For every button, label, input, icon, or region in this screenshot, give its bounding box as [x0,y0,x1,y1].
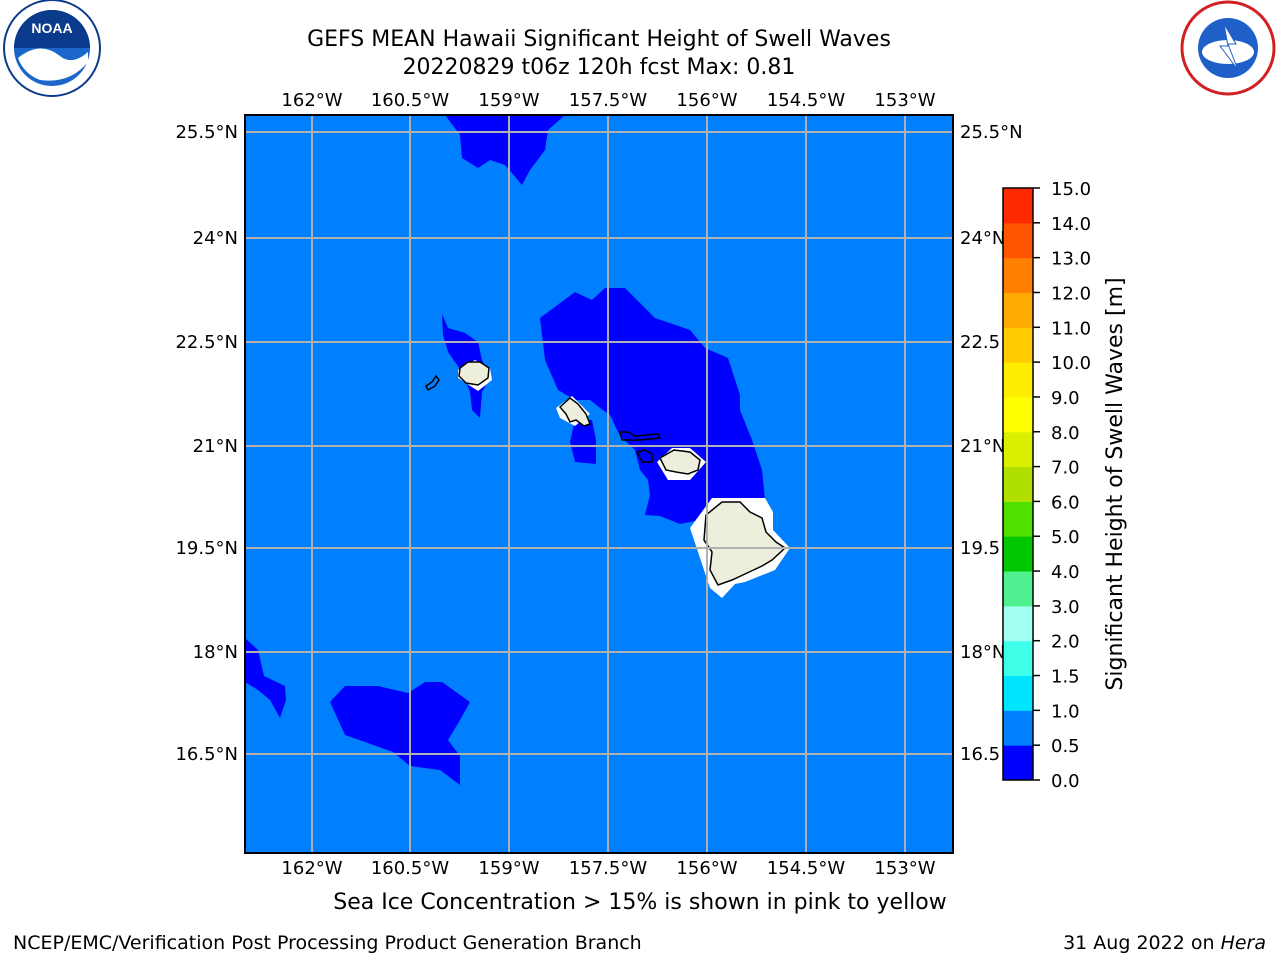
colorbar-tick-label: 2.0 [1051,632,1080,653]
colorbar-tick-label: 1.0 [1051,701,1080,722]
colorbar-swatch [1003,501,1033,537]
lat-label-right: 24°N [960,228,1005,249]
colorbar-swatch [1003,605,1033,642]
map-panel: 162°W 160.5°W 159°W 157.5°W 156°W 154.5°… [175,90,1022,879]
colorbar: 0.0 0.5 1.0 1.5 2.0 3.0 4.0 5.0 6.0 7.0 8.0 9.0 10.0… [1002,179,1128,792]
national-weather-service-logo [1180,0,1276,96]
colorbar-tick-label: 6.0 [1051,492,1080,513]
lat-label-left: 25.5°N [175,122,238,143]
lat-label-left: 18°N [193,642,238,663]
graticule [245,115,953,853]
colorbar-tick-label: 8.0 [1051,423,1080,444]
lon-label-top: 154.5°W [767,90,846,111]
chart-title: GEFS MEAN Hawaii Significant Height of S… [307,27,891,52]
island-niihau [425,374,440,392]
colorbar-swatch [1003,431,1033,468]
low-swell-area-oahu [570,420,596,464]
lon-label-bottom: 162°W [281,858,342,879]
low-swell-area-south [330,682,470,785]
lon-label-top: 153°W [874,90,935,111]
lon-label-bottom: 153°W [874,858,935,879]
colorbar-tick-label: 9.0 [1051,388,1080,409]
colorbar-tick-label: 15.0 [1051,179,1091,200]
footer-host: Hera [1220,932,1266,954]
colorbar-frame [1002,187,1034,781]
colorbar-swatch [1003,466,1033,502]
low-swell-regions [245,115,765,785]
lat-label-right: 22.5 [960,332,1000,353]
island-molokai [619,431,662,441]
colorbar-label: Significant Height of Swell Waves [m] [1103,277,1128,690]
lat-label-left: 19.5°N [175,538,238,559]
lon-label-top: 159°W [478,90,539,111]
island-oahu [558,397,591,427]
colorbar-swatch [1003,745,1033,781]
lon-label-top: 156°W [676,90,737,111]
colorbar-swatch [1003,396,1033,433]
colorbar-swatch [1003,222,1033,259]
lon-label-bottom: 157.5°W [569,858,648,879]
colorbar-tick-label: 14.0 [1051,214,1091,235]
lon-label-bottom: 160.5°W [371,858,450,879]
colorbar-tick-label: 0.0 [1051,771,1080,792]
sea-ice-caption: Sea Ice Concentration > 15% is shown in … [333,890,947,915]
lat-label-left: 21°N [193,436,238,457]
colorbar-swatch [1003,327,1033,363]
colorbar-swatch [1003,640,1033,677]
colorbar-tick-label: 12.0 [1051,283,1091,304]
lon-label-top: 160.5°W [371,90,450,111]
lon-label-bottom: 154.5°W [767,858,846,879]
colorbar-tick-label: 3.0 [1051,597,1080,618]
colorbar-swatch [1003,571,1033,607]
island-kauai [458,361,490,386]
noaa-logo: NOAA [3,0,101,97]
lat-label-left: 22.5°N [175,332,238,353]
lat-label-right: 21°N [960,436,1005,457]
low-swell-area-central [540,288,765,524]
lon-label-top: 162°W [281,90,342,111]
colorbar-swatch [1003,188,1033,224]
colorbar-tick-label: 1.5 [1051,667,1080,688]
colorbar-tick-label: 7.0 [1051,458,1080,479]
colorbar-tick-label: 11.0 [1051,318,1091,339]
lat-label-left: 16.5°N [175,744,238,765]
colorbar-swatch [1003,675,1033,711]
colorbar-swatch [1003,536,1033,572]
lat-label-left: 24°N [193,228,238,249]
colorbar-tick-label: 13.0 [1051,249,1091,270]
islands [425,361,787,586]
island-maui [659,449,701,475]
ocean-background [245,115,953,853]
lat-label-right: 18°N [960,642,1005,663]
colorbar-tick-label: 5.0 [1051,527,1080,548]
footer-date: 31 Aug 2022 on Hera [1063,932,1266,954]
colorbar-tick-label: 4.0 [1051,562,1080,583]
lat-label-right: 19.5 [960,538,1000,559]
colorbar-swatch [1003,362,1033,398]
footer-branch: NCEP/EMC/Verification Post Processing Pr… [13,932,642,954]
colorbar-tick-label: 10.0 [1051,353,1091,374]
lon-label-top: 157.5°W [569,90,648,111]
colorbar-tick-label: 0.5 [1051,736,1080,757]
map-frame [244,114,954,854]
colorbar-swatch [1003,292,1033,328]
footer-date-text: 31 Aug 2022 on [1063,932,1221,954]
chart-subtitle: 20220829 t06z 120h fcst Max: 0.81 [402,55,796,80]
island-lanai [635,449,653,463]
island-hawaii [703,501,787,586]
colorbar-swatch [1003,710,1033,746]
lat-label-right: 16.5 [960,744,1000,765]
low-swell-area-southwest [245,638,286,718]
lon-label-bottom: 156°W [676,858,737,879]
lat-label-right: 25.5°N [960,122,1023,143]
lon-label-bottom: 159°W [478,858,539,879]
colorbar-swatch [1003,257,1033,293]
svg-text:NOAA: NOAA [31,20,72,36]
